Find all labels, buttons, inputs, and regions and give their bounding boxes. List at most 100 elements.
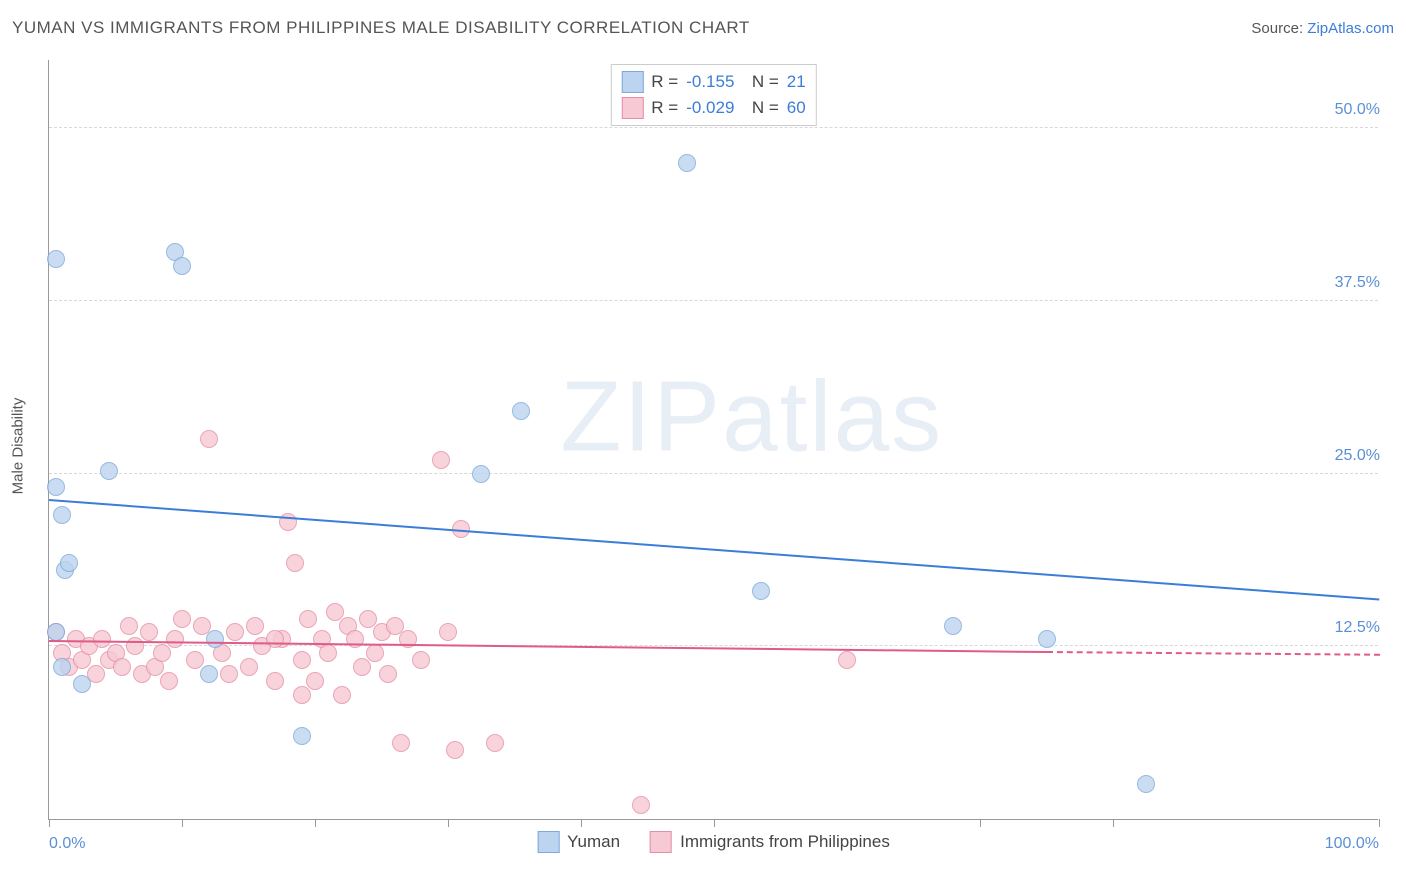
xtick xyxy=(448,819,449,827)
data-point xyxy=(306,672,324,690)
chart-header: YUMAN VS IMMIGRANTS FROM PHILIPPINES MAL… xyxy=(12,18,1394,38)
data-point xyxy=(200,430,218,448)
r-label: R = xyxy=(651,95,678,121)
correlation-legend: R = -0.155 N = 21 R = -0.029 N = 60 xyxy=(610,64,816,126)
trend-line-extrapolated xyxy=(1046,651,1379,656)
xtick xyxy=(1113,819,1114,827)
source-prefix: Source: xyxy=(1251,20,1307,37)
data-point xyxy=(379,665,397,683)
data-point xyxy=(1137,775,1155,793)
ytick-label: 25.0% xyxy=(1329,447,1380,465)
series-legend: Yuman Immigrants from Philippines xyxy=(537,831,890,853)
swatch-yuman xyxy=(621,71,643,93)
data-point xyxy=(432,451,450,469)
xtick xyxy=(581,819,582,827)
legend-row-yuman: R = -0.155 N = 21 xyxy=(621,69,805,95)
data-point xyxy=(838,651,856,669)
legend-item-yuman: Yuman xyxy=(537,831,620,853)
r-value-yuman: -0.155 xyxy=(686,69,734,95)
data-point xyxy=(200,665,218,683)
data-point xyxy=(944,617,962,635)
data-point xyxy=(120,617,138,635)
data-point xyxy=(346,630,364,648)
data-point xyxy=(220,665,238,683)
xlabel-left: 0.0% xyxy=(49,835,85,853)
data-point xyxy=(173,257,191,275)
r-value-philippines: -0.029 xyxy=(686,95,734,121)
data-point xyxy=(333,686,351,704)
data-point xyxy=(100,462,118,480)
data-point xyxy=(678,154,696,172)
data-point xyxy=(293,727,311,745)
data-point xyxy=(632,796,650,814)
watermark: ZIPatlas xyxy=(560,359,943,474)
data-point xyxy=(246,617,264,635)
data-point xyxy=(392,734,410,752)
data-point xyxy=(366,644,384,662)
xtick xyxy=(714,819,715,827)
data-point xyxy=(472,465,490,483)
swatch-philippines-icon xyxy=(650,831,672,853)
source-attribution: Source: ZipAtlas.com xyxy=(1251,20,1394,37)
data-point xyxy=(299,610,317,628)
xtick xyxy=(182,819,183,827)
n-label: N = xyxy=(742,95,778,121)
ytick-label: 12.5% xyxy=(1329,619,1380,637)
data-point xyxy=(486,734,504,752)
xtick xyxy=(315,819,316,827)
xtick xyxy=(49,819,50,827)
n-value-philippines: 60 xyxy=(787,95,806,121)
n-value-yuman: 21 xyxy=(787,69,806,95)
data-point xyxy=(353,658,371,676)
data-point xyxy=(47,478,65,496)
data-point xyxy=(412,651,430,669)
data-point xyxy=(240,658,258,676)
data-point xyxy=(293,651,311,669)
data-point xyxy=(266,630,284,648)
gridline xyxy=(49,473,1378,474)
data-point xyxy=(1038,630,1056,648)
gridline xyxy=(49,127,1378,128)
data-point xyxy=(226,623,244,641)
n-label: N = xyxy=(742,69,778,95)
data-point xyxy=(319,644,337,662)
legend-row-philippines: R = -0.029 N = 60 xyxy=(621,95,805,121)
xtick xyxy=(1379,819,1380,827)
gridline xyxy=(49,645,1378,646)
source-link[interactable]: ZipAtlas.com xyxy=(1307,20,1394,37)
trend-line xyxy=(49,499,1379,600)
data-point xyxy=(439,623,457,641)
data-point xyxy=(153,644,171,662)
swatch-philippines xyxy=(621,97,643,119)
scatter-plot-area: ZIPatlas R = -0.155 N = 21 R = -0.029 N … xyxy=(48,60,1378,820)
data-point xyxy=(113,658,131,676)
r-label: R = xyxy=(651,69,678,95)
data-point xyxy=(173,610,191,628)
data-point xyxy=(512,402,530,420)
watermark-thin: atlas xyxy=(722,360,943,472)
swatch-yuman-icon xyxy=(537,831,559,853)
data-point xyxy=(47,623,65,641)
data-point xyxy=(446,741,464,759)
chart-title: YUMAN VS IMMIGRANTS FROM PHILIPPINES MAL… xyxy=(12,18,750,38)
data-point xyxy=(73,675,91,693)
xtick xyxy=(980,819,981,827)
gridline xyxy=(49,300,1378,301)
data-point xyxy=(160,672,178,690)
data-point xyxy=(206,630,224,648)
data-point xyxy=(140,623,158,641)
data-point xyxy=(166,630,184,648)
legend-label-yuman: Yuman xyxy=(567,832,620,852)
legend-label-philippines: Immigrants from Philippines xyxy=(680,832,890,852)
y-axis-label: Male Disability xyxy=(10,398,27,495)
legend-item-philippines: Immigrants from Philippines xyxy=(650,831,890,853)
watermark-bold: ZIP xyxy=(560,360,722,472)
ytick-label: 37.5% xyxy=(1329,274,1380,292)
data-point xyxy=(266,672,284,690)
data-point xyxy=(293,686,311,704)
data-point xyxy=(53,506,71,524)
xlabel-right: 100.0% xyxy=(1325,835,1379,853)
data-point xyxy=(60,554,78,572)
data-point xyxy=(752,582,770,600)
ytick-label: 50.0% xyxy=(1329,101,1380,119)
